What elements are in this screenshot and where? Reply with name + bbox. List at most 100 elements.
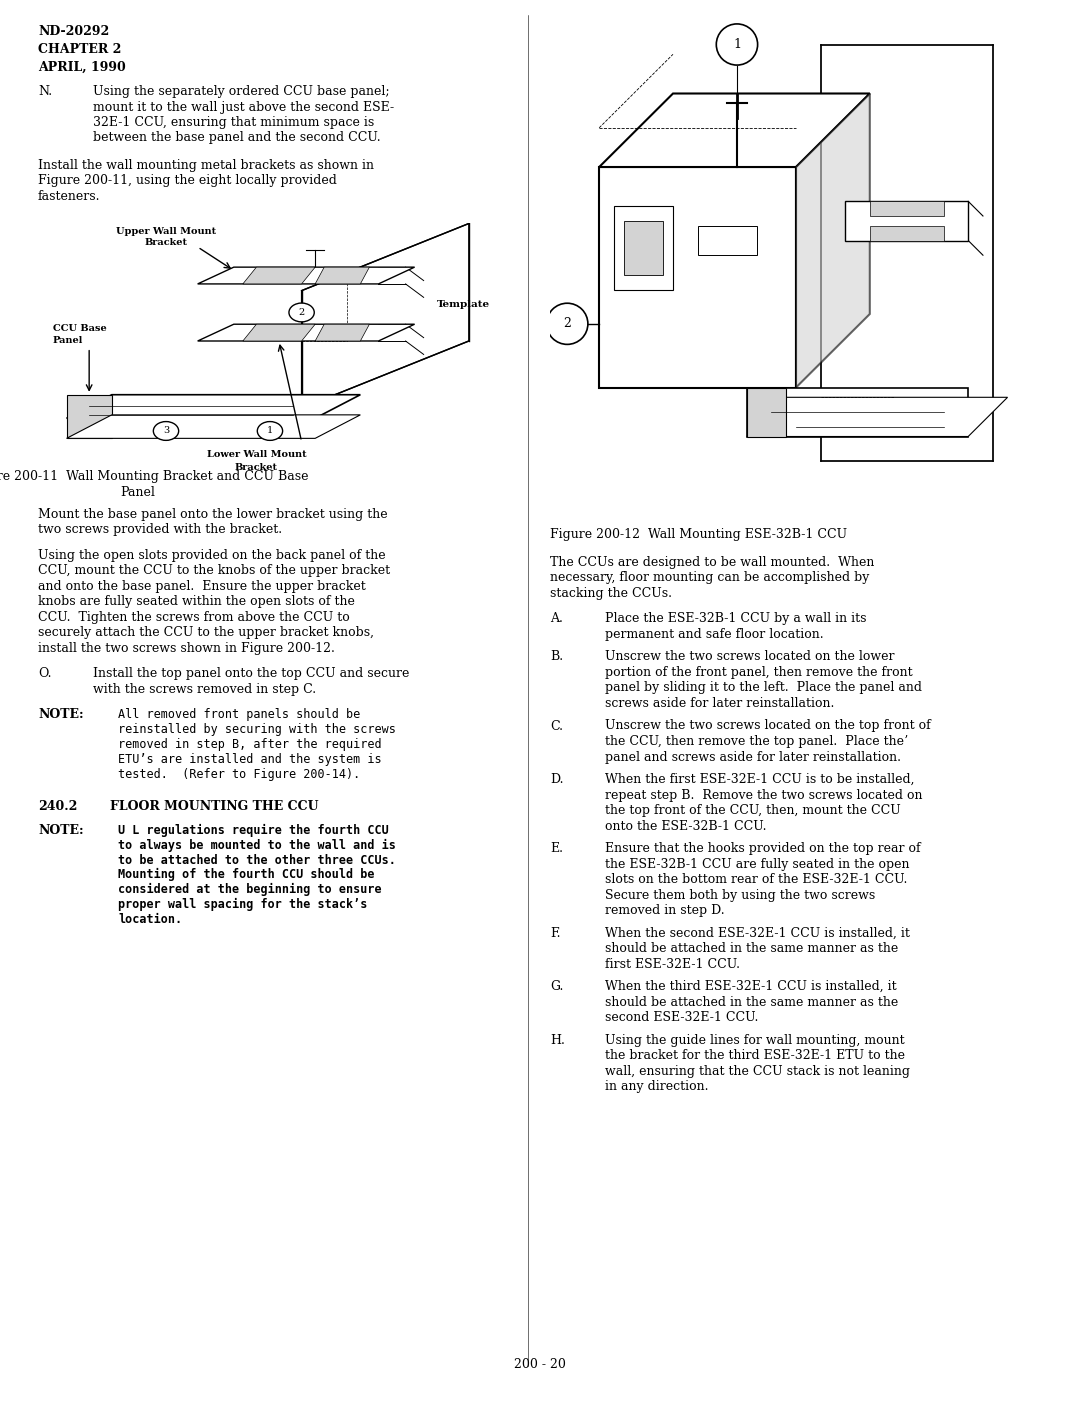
Text: FLOOR MOUNTING THE CCU: FLOOR MOUNTING THE CCU	[110, 800, 319, 814]
Circle shape	[546, 303, 588, 345]
Polygon shape	[243, 268, 315, 284]
Text: removed in step D.: removed in step D.	[605, 904, 725, 918]
Text: When the first ESE-32E-1 CCU is to be installed,: When the first ESE-32E-1 CCU is to be in…	[605, 773, 915, 786]
Text: proper wall spacing for the stack’s: proper wall spacing for the stack’s	[118, 898, 367, 911]
Text: mount it to the wall just above the second ESE-: mount it to the wall just above the seco…	[93, 101, 394, 113]
Polygon shape	[746, 388, 786, 437]
Text: portion of the front panel, then remove the front: portion of the front panel, then remove …	[605, 665, 913, 679]
Text: to be attached to the other three CCUs.: to be attached to the other three CCUs.	[118, 853, 396, 867]
Polygon shape	[869, 202, 944, 216]
Text: Install the top panel onto the top CCU and secure: Install the top panel onto the top CCU a…	[93, 667, 409, 681]
Circle shape	[153, 422, 178, 440]
Text: ETU’s are installed and the system is: ETU’s are installed and the system is	[118, 752, 381, 766]
Text: Place the ESE-32B-1 CCU by a wall in its: Place the ESE-32B-1 CCU by a wall in its	[605, 612, 866, 625]
Polygon shape	[67, 415, 361, 439]
Text: Figure 200-11, using the eight locally provided: Figure 200-11, using the eight locally p…	[38, 175, 337, 188]
Text: Upper Wall Mount: Upper Wall Mount	[116, 227, 216, 235]
Text: considered at the beginning to ensure: considered at the beginning to ensure	[118, 883, 381, 897]
Text: should be attached in the same manner as the: should be attached in the same manner as…	[605, 996, 899, 1009]
Text: necessary, floor mounting can be accomplished by: necessary, floor mounting can be accompl…	[550, 572, 869, 584]
Text: 1: 1	[267, 426, 273, 436]
Text: D.: D.	[550, 773, 564, 786]
Text: Unscrew the two screws located on the top front of: Unscrew the two screws located on the to…	[605, 720, 931, 733]
Text: Mount the base panel onto the lower bracket using the: Mount the base panel onto the lower brac…	[38, 509, 388, 521]
Text: Panel: Panel	[53, 336, 83, 345]
Text: 200 - 20: 200 - 20	[514, 1358, 566, 1372]
Text: A.: A.	[550, 612, 563, 625]
Text: in any direction.: in any direction.	[605, 1080, 708, 1093]
Text: two screws provided with the bracket.: two screws provided with the bracket.	[38, 524, 282, 537]
Text: NOTE:: NOTE:	[38, 824, 83, 836]
Polygon shape	[67, 395, 111, 439]
Polygon shape	[869, 226, 944, 241]
Text: 240.2: 240.2	[38, 800, 78, 814]
Text: Install the wall mounting metal brackets as shown in: Install the wall mounting metal brackets…	[38, 158, 374, 172]
Circle shape	[251, 419, 261, 427]
Text: Mounting of the fourth CCU should be: Mounting of the fourth CCU should be	[118, 869, 375, 881]
Text: wall, ensuring that the CCU stack is not leaning: wall, ensuring that the CCU stack is not…	[605, 1065, 910, 1077]
Text: Using the guide lines for wall mounting, mount: Using the guide lines for wall mounting,…	[605, 1034, 905, 1047]
Polygon shape	[821, 45, 993, 461]
Text: between the base panel and the second CCU.: between the base panel and the second CC…	[93, 132, 380, 144]
Polygon shape	[301, 224, 469, 408]
Text: G.: G.	[550, 981, 564, 993]
Text: B.: B.	[550, 650, 563, 664]
Polygon shape	[698, 226, 757, 255]
Polygon shape	[624, 221, 663, 275]
Text: reinstalled by securing with the screws: reinstalled by securing with the screws	[118, 723, 396, 737]
Text: slots on the bottom rear of the ESE-32E-1 CCU.: slots on the bottom rear of the ESE-32E-…	[605, 873, 907, 885]
Text: CHAPTER 2: CHAPTER 2	[38, 43, 121, 56]
Text: CCU.  Tighten the screws from above the CCU to: CCU. Tighten the screws from above the C…	[38, 611, 350, 623]
Polygon shape	[599, 167, 796, 388]
Text: 3: 3	[163, 426, 170, 436]
Text: Template: Template	[437, 300, 490, 310]
Polygon shape	[613, 206, 673, 290]
Text: ND-20292: ND-20292	[38, 25, 109, 38]
Circle shape	[257, 422, 283, 440]
Polygon shape	[198, 324, 415, 340]
Text: C.: C.	[550, 720, 563, 733]
Polygon shape	[315, 268, 369, 284]
Polygon shape	[315, 324, 369, 340]
Text: Panel: Panel	[121, 486, 156, 499]
Text: Bracket: Bracket	[235, 464, 278, 472]
Text: Bracket: Bracket	[145, 238, 188, 248]
Text: O.: O.	[38, 667, 52, 681]
Polygon shape	[599, 94, 869, 167]
Polygon shape	[846, 202, 968, 241]
Text: Figure 200-11  Wall Mounting Bracket and CCU Base: Figure 200-11 Wall Mounting Bracket and …	[0, 471, 308, 483]
Text: All removed front panels should be: All removed front panels should be	[118, 709, 361, 722]
Text: 2: 2	[298, 308, 305, 317]
Text: The CCUs are designed to be wall mounted.  When: The CCUs are designed to be wall mounted…	[550, 556, 875, 569]
Text: panel and screws aside for later reinstallation.: panel and screws aside for later reinsta…	[605, 751, 901, 764]
Text: knobs are fully seated within the open slots of the: knobs are fully seated within the open s…	[38, 595, 355, 608]
Text: first ESE-32E-1 CCU.: first ESE-32E-1 CCU.	[605, 957, 740, 971]
Text: repeat step B.  Remove the two screws located on: repeat step B. Remove the two screws loc…	[605, 789, 922, 801]
Polygon shape	[796, 94, 869, 388]
Text: should be attached in the same manner as the: should be attached in the same manner as…	[605, 941, 899, 955]
Text: Lower Wall Mount: Lower Wall Mount	[206, 450, 307, 458]
Polygon shape	[67, 395, 361, 419]
Text: removed in step B, after the required: removed in step B, after the required	[118, 738, 381, 751]
Polygon shape	[746, 388, 968, 437]
Text: Using the open slots provided on the back panel of the: Using the open slots provided on the bac…	[38, 549, 386, 562]
Text: NOTE:: NOTE:	[38, 709, 83, 722]
Text: the CCU, then remove the top panel.  Place theʼ: the CCU, then remove the top panel. Plac…	[605, 736, 908, 748]
Text: second ESE-32E-1 CCU.: second ESE-32E-1 CCU.	[605, 1012, 758, 1024]
Text: E.: E.	[550, 842, 563, 855]
Polygon shape	[243, 324, 315, 340]
Text: 32E-1 CCU, ensuring that minimum space is: 32E-1 CCU, ensuring that minimum space i…	[93, 116, 375, 129]
Text: install the two screws shown in Figure 200-12.: install the two screws shown in Figure 2…	[38, 642, 335, 656]
Text: U L regulations require the fourth CCU: U L regulations require the fourth CCU	[118, 824, 389, 836]
Text: F.: F.	[550, 926, 561, 940]
Circle shape	[289, 303, 314, 322]
Text: panel by sliding it to the left.  Place the panel and: panel by sliding it to the left. Place t…	[605, 681, 922, 695]
Text: and onto the base panel.  Ensure the upper bracket: and onto the base panel. Ensure the uppe…	[38, 580, 366, 593]
Text: CCU, mount the CCU to the knobs of the upper bracket: CCU, mount the CCU to the knobs of the u…	[38, 565, 390, 577]
Text: securely attach the CCU to the upper bracket knobs,: securely attach the CCU to the upper bra…	[38, 626, 374, 639]
Text: with the screws removed in step C.: with the screws removed in step C.	[93, 684, 316, 696]
Text: permanent and safe floor location.: permanent and safe floor location.	[605, 628, 824, 642]
Text: the ESE-32B-1 CCU are fully seated in the open: the ESE-32B-1 CCU are fully seated in th…	[605, 857, 909, 870]
Text: Figure 200-12  Wall Mounting ESE-32B-1 CCU: Figure 200-12 Wall Mounting ESE-32B-1 CC…	[550, 528, 847, 541]
Circle shape	[716, 24, 758, 64]
